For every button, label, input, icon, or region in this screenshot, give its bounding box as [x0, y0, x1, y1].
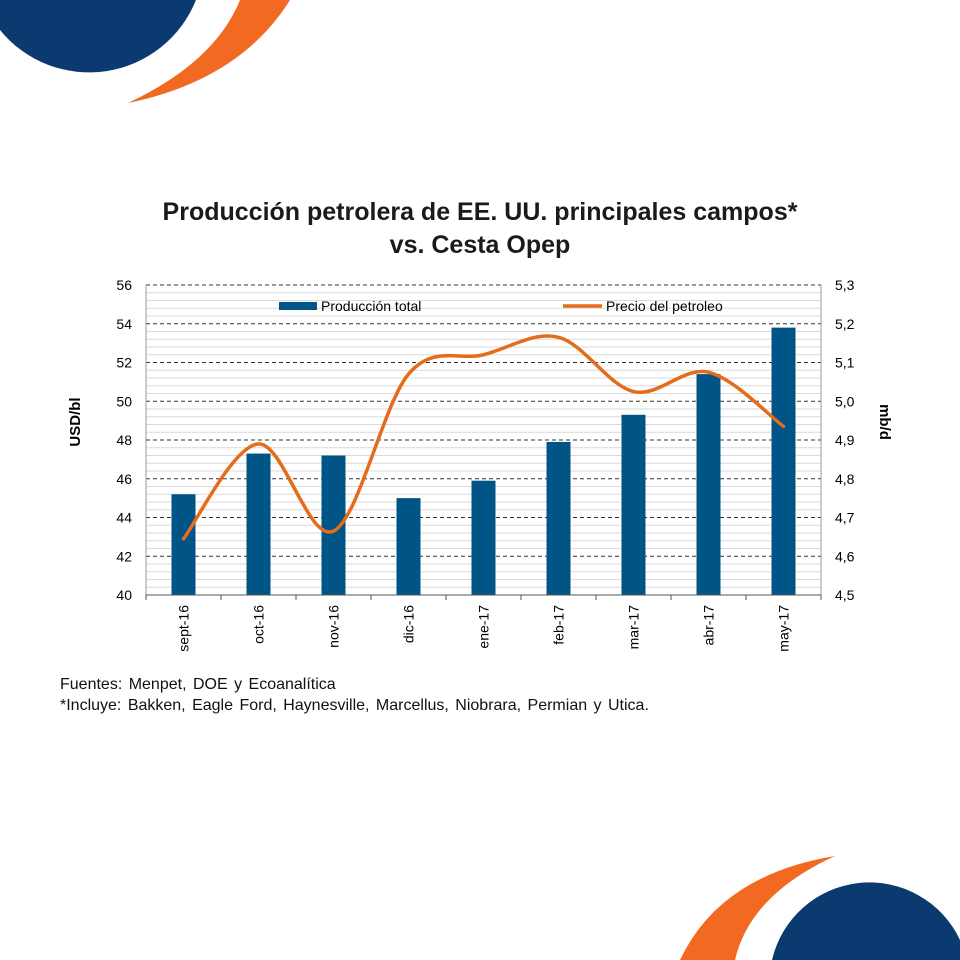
- legend: Producción total Precio del petroleo: [279, 298, 723, 314]
- y-axis-left-label: USD/bl: [67, 397, 84, 446]
- x-tick-label-may-17: may-17: [776, 605, 792, 652]
- y-axis-left-ticks: 40 42 44 46 48 50 52 54 56: [116, 277, 132, 603]
- legend-label-production: Producción total: [321, 298, 421, 314]
- x-tick-label-nov-16: nov-16: [326, 605, 342, 648]
- y-axis-right-ticks: 4,5 4,6 4,7 4,8 4,9 5,0 5,1 5,2 5,3: [835, 277, 855, 603]
- y-right-tick-label: 4,6: [835, 548, 855, 564]
- y-right-tick-label: 5,3: [835, 277, 855, 293]
- bar-mar-17: [621, 414, 646, 595]
- y-left-tick-label: 48: [116, 432, 132, 448]
- chart-title-line1: Producción petrolera de EE. UU. principa…: [162, 198, 798, 226]
- x-tick-label-feb-17: feb-17: [551, 605, 567, 645]
- y-right-tick-label: 5,1: [835, 355, 855, 371]
- x-tick-label-abr-17: abr-17: [701, 605, 717, 646]
- orange-swoosh-top: [128, 0, 290, 103]
- x-tick-label-sept-16: sept-16: [176, 605, 192, 652]
- y-right-tick-label: 4,7: [835, 510, 855, 526]
- bar-ene-17: [471, 480, 496, 595]
- y-axis-right-label: mb/d: [876, 404, 893, 440]
- y-left-tick-label: 46: [116, 471, 132, 487]
- x-tick-label-oct-16: oct-16: [251, 605, 267, 644]
- y-right-tick-label: 4,8: [835, 471, 855, 487]
- bar-dic-16: [396, 498, 421, 595]
- legend-label-price: Precio del petroleo: [606, 298, 723, 314]
- x-tick-label-dic-16: dic-16: [401, 605, 417, 643]
- y-right-tick-label: 4,9: [835, 432, 855, 448]
- footnote-sources: Fuentes: Menpet, DOE y Ecoanalítica: [60, 676, 336, 693]
- corner-circle-top-left: [0, 0, 196, 73]
- axes: [145, 285, 822, 596]
- y-left-tick-label: 40: [116, 587, 132, 603]
- bar-series: [171, 327, 796, 595]
- bar-oct-16: [246, 453, 271, 595]
- bar-may-17: [771, 327, 796, 595]
- chart-title-line2: vs. Cesta Opep: [389, 231, 571, 259]
- y-left-tick-label: 44: [116, 510, 132, 526]
- price-line: [181, 334, 786, 541]
- y-right-tick-label: 5,2: [835, 316, 855, 332]
- y-left-tick-label: 42: [116, 548, 132, 564]
- y-left-tick-label: 50: [116, 393, 132, 409]
- corner-circle-bottom-right: [772, 882, 960, 960]
- bar-abr-17: [696, 374, 721, 595]
- y-left-tick-label: 54: [116, 316, 132, 332]
- legend-swatch-production: [279, 302, 317, 310]
- orange-swoosh-bottom: [680, 856, 835, 960]
- footnote-includes: *Incluye: Bakken, Eagle Ford, Haynesvill…: [60, 697, 649, 714]
- x-axis-ticks: sept-16 oct-16 nov-16 dic-16 ene-17 feb-17 mar…: [145, 595, 822, 652]
- y-right-tick-label: 5,0: [835, 393, 855, 409]
- y-right-tick-label: 4,5: [835, 587, 855, 603]
- bar-sept-16: [171, 494, 196, 595]
- line-series: [181, 334, 786, 541]
- bar-feb-17: [546, 441, 571, 595]
- x-tick-label-mar-17: mar-17: [626, 605, 642, 650]
- x-tick-label-ene-17: ene-17: [476, 605, 492, 649]
- chart-title: Producción petrolera de EE. UU. principa…: [0, 196, 960, 262]
- y-left-tick-label: 52: [116, 355, 132, 371]
- y-left-tick-label: 56: [116, 277, 132, 293]
